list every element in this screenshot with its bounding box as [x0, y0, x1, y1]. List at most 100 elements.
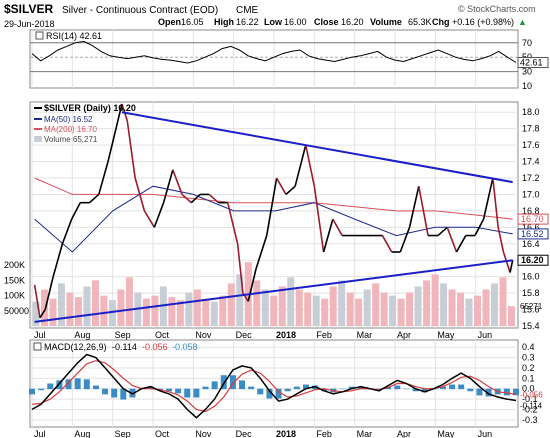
volume-bar	[185, 292, 193, 326]
price-segment	[275, 177, 287, 195]
legend-price: $SILVER (Daily) 16.20	[44, 103, 136, 113]
macd-legend: MACD(12,26,9) -0.114 -0.056 -0.058	[33, 342, 198, 352]
macd-histogram-bar	[220, 375, 227, 390]
price-y-tick: 15.6	[522, 305, 540, 315]
legend-ma200: MA(200) 16.70	[44, 125, 97, 134]
macd-histogram-bar	[147, 386, 154, 390]
volume-bar	[49, 298, 57, 326]
macd-label-value-1: -0.114	[112, 342, 137, 352]
price-y-tick: 17.4	[522, 157, 540, 167]
macd-histogram-bar	[65, 379, 72, 390]
volume-bar	[508, 306, 515, 326]
volume-bar	[125, 277, 133, 326]
x-axis-label: Apr	[397, 330, 411, 340]
macd-line	[31, 353, 517, 419]
quote-bar: Open 16.05 High 16.22 Low 16.00 Close 16…	[158, 17, 527, 27]
macd-y-tick: -0.3	[522, 415, 538, 425]
low-value: 16.00	[284, 17, 307, 27]
price-segment	[44, 276, 54, 310]
price-segment	[332, 218, 343, 236]
volume-bar	[219, 295, 227, 326]
x-axis-label-bottom: Oct	[155, 429, 170, 438]
price-segment	[162, 169, 174, 203]
volume-tag: 65271	[520, 302, 543, 311]
price-segment	[134, 177, 146, 212]
price-segment	[285, 185, 296, 196]
macd-histogram-bar	[449, 384, 456, 390]
macd-histogram-bar	[257, 388, 264, 395]
volume-y-tick: 50000	[4, 306, 29, 316]
macd-histogram-bar	[47, 383, 54, 390]
price-segment	[208, 193, 219, 204]
macd-histogram-bar	[193, 388, 200, 398]
price-segment	[172, 169, 183, 195]
price-layer	[33, 103, 514, 323]
price-segment	[61, 218, 73, 245]
macd-label-value-2: -0.056	[142, 342, 168, 352]
price-segment	[143, 210, 156, 228]
volume-label: Volume	[370, 17, 402, 27]
macd-histogram-bar	[293, 386, 300, 390]
x-axis-label: Feb	[316, 330, 332, 340]
price-segment	[322, 218, 334, 253]
x-axis-label-bottom: May	[437, 429, 455, 438]
macd-histogram-bar	[38, 388, 45, 391]
ma50-line	[34, 185, 513, 253]
volume-bar	[423, 280, 431, 326]
volume-bar	[389, 295, 397, 326]
price-segment	[509, 260, 514, 273]
volume-bar	[168, 297, 176, 326]
price-segment	[418, 186, 429, 236]
legend-swatch-price	[34, 107, 42, 109]
macd-y-tick: 0.4	[522, 342, 535, 352]
volume-bar	[278, 286, 286, 326]
x-axis-label: Jun	[478, 330, 493, 340]
macd-histogram-bar	[120, 388, 127, 400]
price-y-tick: 18.0	[522, 107, 540, 117]
macd-histogram-bar	[302, 384, 309, 390]
price-segment	[497, 227, 505, 253]
macd-histogram-bar	[211, 381, 218, 390]
macd-histogram-bar	[56, 380, 63, 390]
close-value: 16.20	[341, 17, 364, 27]
x-axis-label: Dec	[236, 330, 253, 340]
price-tag-ma50-box	[517, 228, 549, 240]
volume-bar	[321, 298, 329, 326]
macd-histogram-bar	[184, 388, 191, 398]
chg-up-arrow-icon: ▲	[518, 17, 527, 27]
low-label: Low	[264, 17, 283, 27]
axis-layer: Jul Jul Aug Aug Sep Sep Oct Oct Nov Nov Dec Dec 2018…	[4, 38, 549, 438]
price-y-tick: 16.6	[522, 222, 540, 232]
price-segment	[455, 235, 467, 253]
macd-histogram-bar	[229, 375, 236, 390]
macd-legend-swatch	[33, 342, 42, 351]
macd-histogram-bar	[403, 388, 410, 390]
price-tag-close: 16.20	[521, 255, 544, 265]
legend-swatch-ma200	[34, 128, 42, 130]
x-axis-label: Mar	[357, 330, 373, 340]
price-segment	[381, 235, 393, 253]
open-label: Open	[158, 17, 181, 27]
macd-y-tick: -0.1	[522, 394, 538, 404]
rsi-y-tick: 10	[522, 81, 532, 91]
volume-bar	[193, 289, 201, 326]
price-y-tick: 17.6	[522, 140, 540, 150]
price-segment	[70, 202, 81, 220]
rsi-line	[31, 40, 517, 64]
price-segment	[294, 144, 307, 187]
x-axis-label: Nov	[195, 330, 212, 340]
volume-bar	[253, 280, 261, 326]
price-segment	[39, 309, 46, 319]
volume-bar	[338, 280, 346, 326]
macd-histogram-bar	[165, 388, 172, 392]
macd-histogram-bar	[357, 386, 364, 390]
x-axis-label-bottom: Dec	[236, 429, 253, 438]
price-segment	[437, 226, 448, 237]
volume-bar	[66, 292, 74, 326]
volume-bar	[440, 283, 448, 326]
volume-value: 65.3K	[408, 17, 432, 27]
price-y-tick: 17.8	[522, 124, 540, 134]
volume-bar	[431, 274, 439, 326]
volume-bar	[74, 297, 82, 326]
